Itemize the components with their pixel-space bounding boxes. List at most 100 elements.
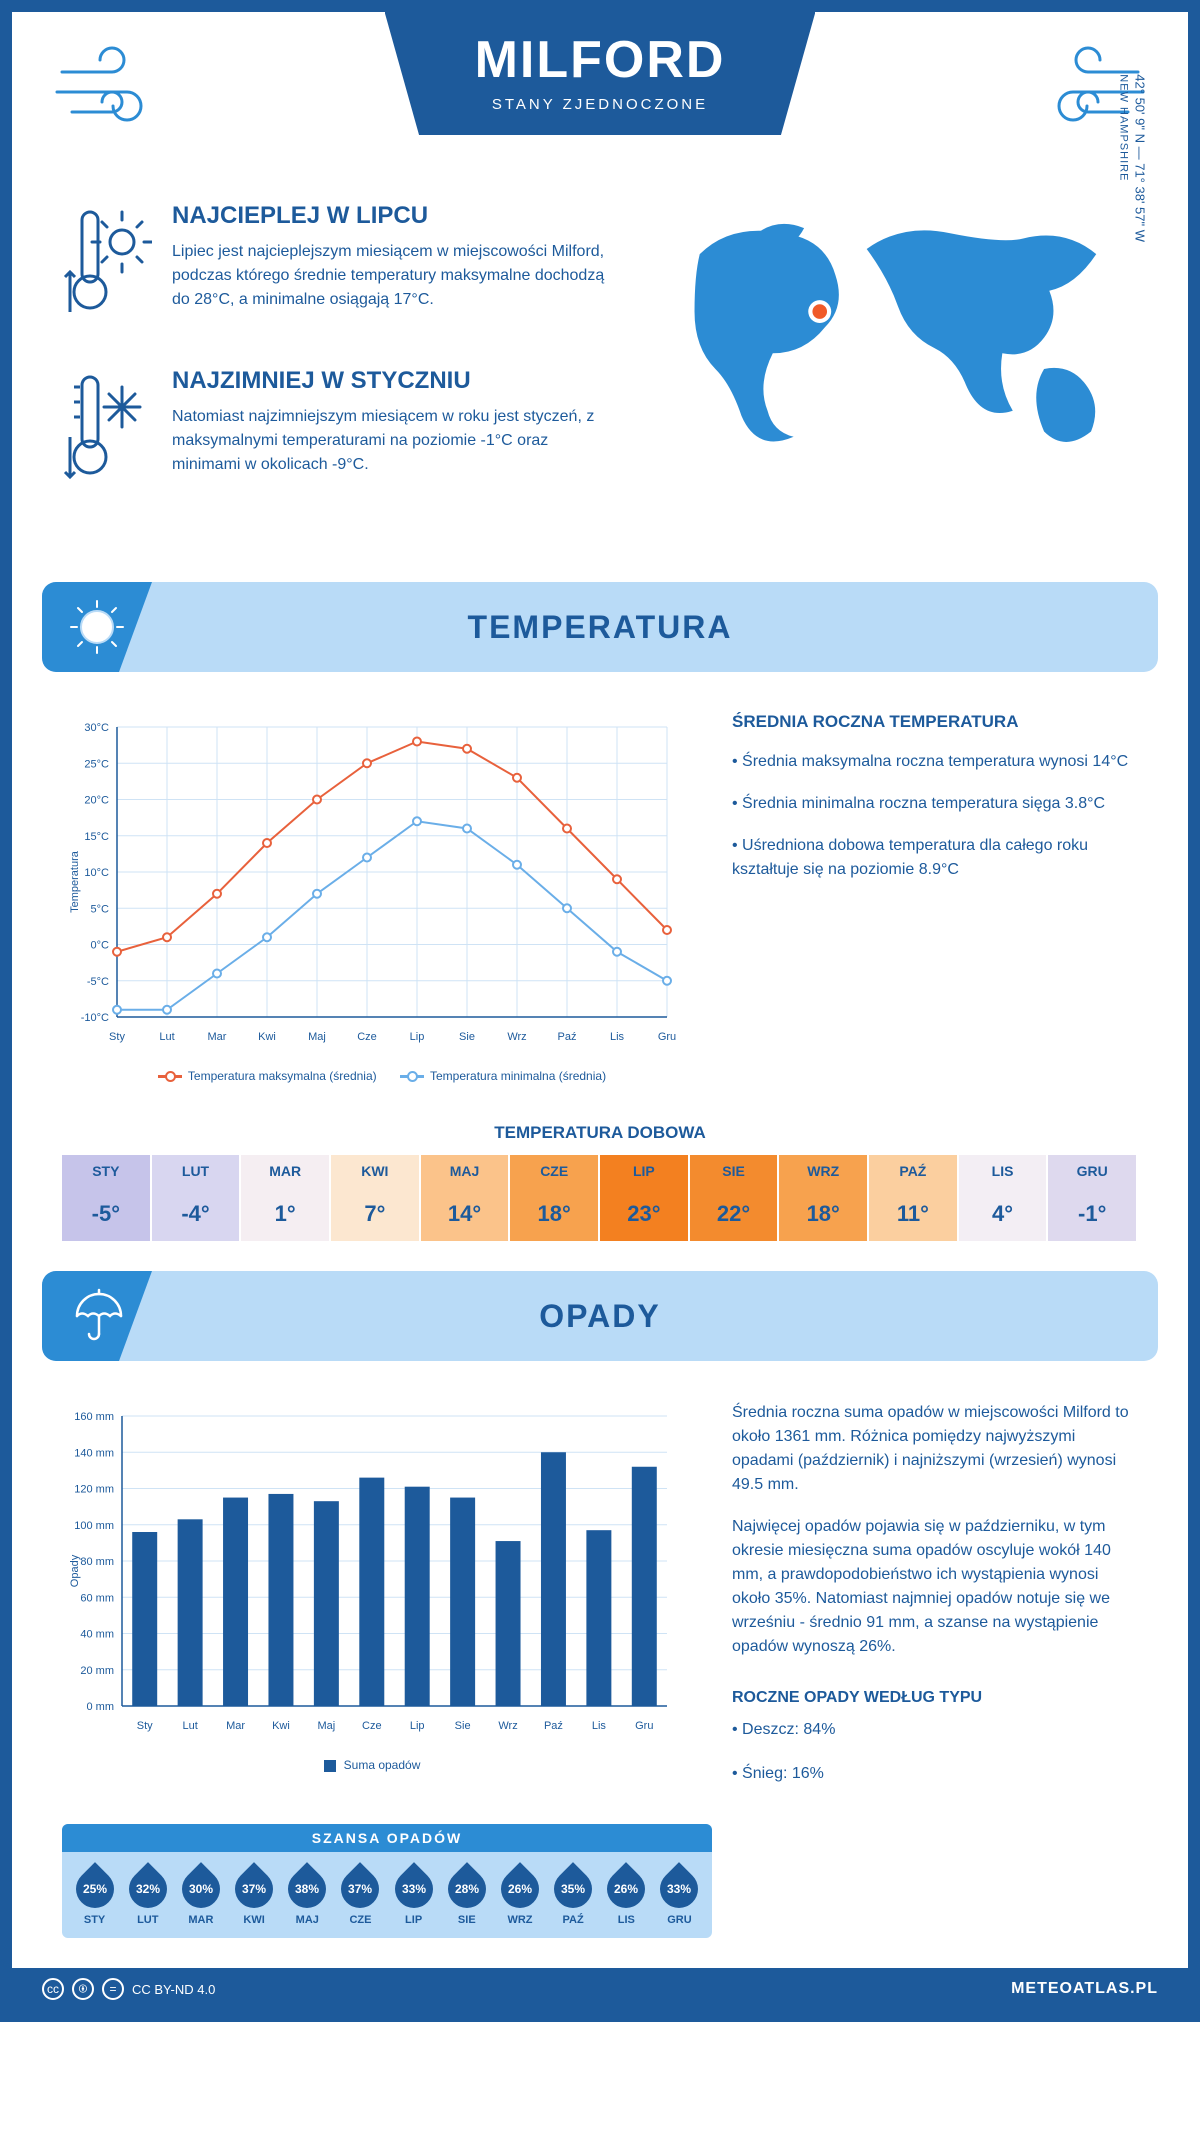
temp-legend: Temperatura maksymalna (średnia) Tempera… (62, 1069, 682, 1083)
svg-text:Paź: Paź (558, 1031, 577, 1043)
daily-temp-cell: CZE18° (510, 1155, 600, 1241)
hottest-title: NAJCIEPLEJ W LIPCU (172, 202, 618, 230)
svg-text:40 mm: 40 mm (80, 1629, 114, 1641)
chance-drop: 38%MAJ (281, 1864, 334, 1926)
nd-icon: = (102, 1978, 124, 2000)
chance-drop: 33%LIP (387, 1864, 440, 1926)
svg-text:Lut: Lut (182, 1720, 197, 1732)
license-text: CC BY-ND 4.0 (132, 1982, 215, 1997)
svg-text:100 mm: 100 mm (74, 1520, 114, 1532)
precipitation-chance-box: SZANSA OPADÓW 25%STY32%LUT30%MAR37%KWI38… (62, 1824, 712, 1938)
temperature-chart: -10°C-5°C0°C5°C10°C15°C20°C25°C30°CStyLu… (62, 712, 682, 1052)
temperature-header: TEMPERATURA (42, 582, 1158, 672)
svg-text:Sty: Sty (137, 1720, 153, 1732)
coldest-text: Natomiast najzimniejszym miesiącem w rok… (172, 405, 618, 477)
svg-text:Lip: Lip (410, 1720, 425, 1732)
hottest-block: NAJCIEPLEJ W LIPCU Lipiec jest najcieple… (62, 202, 618, 337)
svg-text:120 mm: 120 mm (74, 1484, 114, 1496)
thermometer-cold-icon (62, 367, 152, 502)
country-name: STANY ZJEDNOCZONE (475, 96, 726, 113)
svg-text:160 mm: 160 mm (74, 1411, 114, 1423)
cc-icon: cc (42, 1978, 64, 2000)
svg-text:Kwi: Kwi (272, 1720, 290, 1732)
summary-title: ŚREDNIA ROCZNA TEMPERATURA (732, 712, 1138, 732)
svg-text:Opady: Opady (69, 1554, 81, 1587)
svg-text:140 mm: 140 mm (74, 1447, 114, 1459)
by-icon: 🅯 (72, 1978, 94, 2000)
daily-temp-cell: PAŹ11° (869, 1155, 959, 1241)
svg-text:30°C: 30°C (84, 722, 109, 734)
precipitation-chart: 0 mm20 mm40 mm60 mm80 mm100 mm120 mm140 … (62, 1401, 682, 1741)
city-name: MILFORD (475, 30, 726, 90)
precip-type-title: ROCZNE OPADY WEDŁUG TYPU (732, 1689, 1138, 1707)
svg-text:Kwi: Kwi (258, 1031, 276, 1043)
chance-drop: 26%WRZ (493, 1864, 546, 1926)
region: NEW HAMPSHIRE (1118, 74, 1130, 181)
temperature-summary: ŚREDNIA ROCZNA TEMPERATURA • Średnia mak… (732, 712, 1138, 1083)
lat: 42° 50' 9" N (1133, 74, 1148, 143)
thermometer-hot-icon (62, 202, 152, 337)
chance-drop: 25%STY (68, 1864, 121, 1926)
svg-text:Cze: Cze (362, 1720, 382, 1732)
coldest-title: NAJZIMNIEJ W STYCZNIU (172, 367, 618, 395)
precip-p2: Najwięcej opadów pojawia się w październ… (732, 1515, 1138, 1659)
footer: cc 🅯 = CC BY-ND 4.0 METEOATLAS.PL (12, 1968, 1188, 2010)
chance-drop: 37%KWI (228, 1864, 281, 1926)
lon: 71° 38' 57" W (1133, 163, 1148, 242)
svg-text:0°C: 0°C (91, 940, 110, 952)
svg-text:Gru: Gru (658, 1031, 676, 1043)
daily-temp-cell: STY-5° (62, 1155, 152, 1241)
section-title: OPADY (152, 1298, 1158, 1335)
svg-text:Sie: Sie (455, 1720, 471, 1732)
svg-text:Lis: Lis (592, 1720, 607, 1732)
svg-text:Temperatura: Temperatura (69, 850, 81, 913)
svg-text:Wrz: Wrz (507, 1031, 526, 1043)
daily-temp-table: STY-5°LUT-4°MAR1°KWI7°MAJ14°CZE18°LIP23°… (62, 1155, 1138, 1241)
license: cc 🅯 = CC BY-ND 4.0 (42, 1978, 215, 2000)
svg-text:-5°C: -5°C (87, 976, 109, 988)
section-title: TEMPERATURA (152, 609, 1158, 646)
daily-temp-cell: WRZ18° (779, 1155, 869, 1241)
site-name: METEOATLAS.PL (1011, 1980, 1158, 1998)
wind-icon (52, 42, 192, 142)
precip-type-snow: • Śnieg: 16% (732, 1761, 1138, 1787)
daily-temp-title: TEMPERATURA DOBOWA (12, 1123, 1188, 1143)
svg-text:Wrz: Wrz (498, 1720, 517, 1732)
title-banner: MILFORD STANY ZJEDNOCZONE (385, 12, 816, 135)
world-map (658, 202, 1138, 473)
svg-text:Sie: Sie (459, 1031, 475, 1043)
svg-text:Sty: Sty (109, 1031, 125, 1043)
chance-drop: 26%LIS (600, 1864, 653, 1926)
svg-text:0 mm: 0 mm (87, 1701, 115, 1713)
svg-text:Lip: Lip (410, 1031, 425, 1043)
chance-drop: 28%SIE (440, 1864, 493, 1926)
svg-text:Maj: Maj (308, 1031, 326, 1043)
svg-text:60 mm: 60 mm (80, 1592, 114, 1604)
chance-title: SZANSA OPADÓW (62, 1824, 712, 1852)
svg-text:Mar: Mar (208, 1031, 227, 1043)
intro-section: NAJCIEPLEJ W LIPCU Lipiec jest najcieple… (12, 192, 1188, 562)
umbrella-icon (42, 1271, 152, 1361)
svg-text:15°C: 15°C (84, 831, 109, 843)
daily-temp-cell: LIS4° (959, 1155, 1049, 1241)
svg-text:Lut: Lut (159, 1031, 174, 1043)
chance-drop: 30%MAR (174, 1864, 227, 1926)
daily-temp-cell: KWI7° (331, 1155, 421, 1241)
precip-type-rain: • Deszcz: 84% (732, 1717, 1138, 1743)
svg-text:Gru: Gru (635, 1720, 653, 1732)
daily-temp-cell: MAR1° (241, 1155, 331, 1241)
svg-text:Lis: Lis (610, 1031, 625, 1043)
precipitation-header: OPADY (42, 1271, 1158, 1361)
daily-temp-cell: GRU-1° (1048, 1155, 1138, 1241)
coordinates: 42° 50' 9" N — 71° 38' 57" W NEW HAMPSHI… (1118, 74, 1148, 242)
svg-text:-10°C: -10°C (81, 1012, 109, 1024)
svg-text:Paź: Paź (544, 1720, 563, 1732)
svg-text:5°C: 5°C (91, 903, 110, 915)
chance-drop: 32%LUT (121, 1864, 174, 1926)
precipitation-summary: Średnia roczna suma opadów w miejscowośc… (732, 1401, 1138, 1804)
svg-text:25°C: 25°C (84, 758, 109, 770)
chance-drop: 33%GRU (653, 1864, 706, 1926)
svg-text:Maj: Maj (318, 1720, 336, 1732)
precip-p1: Średnia roczna suma opadów w miejscowośc… (732, 1401, 1138, 1497)
hottest-text: Lipiec jest najcieplejszym miesiącem w m… (172, 240, 618, 312)
